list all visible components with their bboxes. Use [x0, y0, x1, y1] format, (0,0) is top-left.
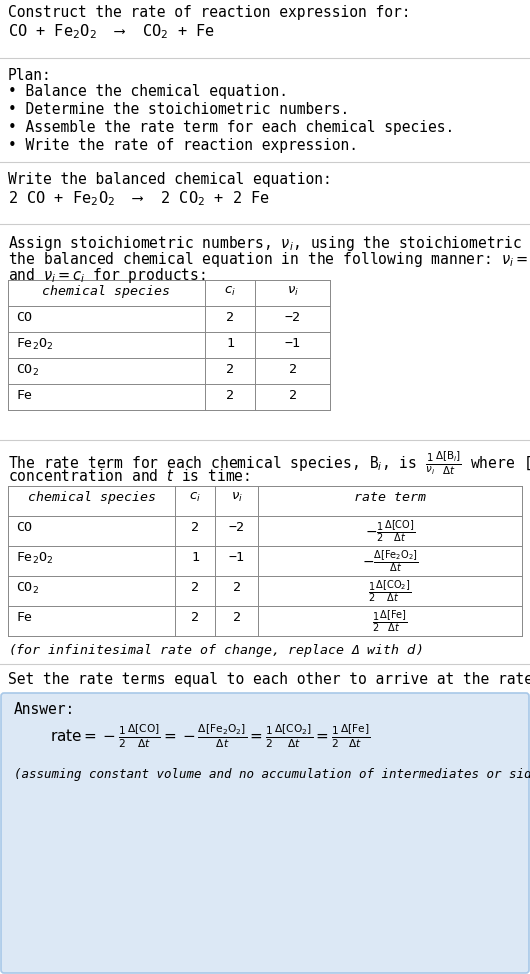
- Text: the balanced chemical equation in the following manner: $\nu_i = -c_i$ for react: the balanced chemical equation in the fo…: [8, 250, 530, 269]
- Text: 2: 2: [226, 311, 234, 324]
- Text: −1: −1: [285, 337, 301, 350]
- Text: The rate term for each chemical species, B$_i$, is $\frac{1}{\nu_i}\frac{\Delta[: The rate term for each chemical species,…: [8, 450, 530, 477]
- Text: Set the rate terms equal to each other to arrive at the rate expression:: Set the rate terms equal to each other t…: [8, 672, 530, 687]
- Text: chemical species: chemical species: [42, 285, 171, 298]
- Text: rate term: rate term: [354, 491, 426, 504]
- Text: chemical species: chemical species: [28, 491, 155, 504]
- Text: Assign stoichiometric numbers, $\nu_i$, using the stoichiometric coefficients, $: Assign stoichiometric numbers, $\nu_i$, …: [8, 234, 530, 253]
- Text: 2: 2: [191, 611, 199, 624]
- Text: • Write the rate of reaction expression.: • Write the rate of reaction expression.: [8, 138, 358, 153]
- Text: 2: 2: [191, 581, 199, 594]
- Text: CO + Fe$_2$O$_2$  ⟶  CO$_2$ + Fe: CO + Fe$_2$O$_2$ ⟶ CO$_2$ + Fe: [8, 22, 215, 41]
- Text: CO$_2$: CO$_2$: [16, 363, 39, 378]
- Text: 2: 2: [191, 521, 199, 534]
- Text: Plan:: Plan:: [8, 68, 52, 83]
- Text: 2: 2: [288, 389, 296, 402]
- Text: 2: 2: [288, 363, 296, 376]
- Text: $\frac{1}{2}\frac{\Delta[\mathrm{CO_2}]}{\Delta t}$: $\frac{1}{2}\frac{\Delta[\mathrm{CO_2}]}…: [368, 579, 412, 604]
- Text: $\mathrm{rate} = -\frac{1}{2}\frac{\Delta[\mathrm{CO}]}{\Delta t} = -\frac{\Delt: $\mathrm{rate} = -\frac{1}{2}\frac{\Delt…: [50, 722, 370, 750]
- Text: CO$_2$: CO$_2$: [16, 581, 39, 596]
- Text: • Assemble the rate term for each chemical species.: • Assemble the rate term for each chemic…: [8, 120, 454, 135]
- Text: Fe: Fe: [16, 389, 32, 402]
- Text: 1: 1: [226, 337, 234, 350]
- Text: −2: −2: [228, 521, 244, 534]
- Text: Fe: Fe: [16, 611, 32, 624]
- Text: $-\frac{1}{2}\frac{\Delta[\mathrm{CO}]}{\Delta t}$: $-\frac{1}{2}\frac{\Delta[\mathrm{CO}]}{…: [365, 518, 415, 543]
- Text: • Determine the stoichiometric numbers.: • Determine the stoichiometric numbers.: [8, 102, 349, 117]
- Text: Fe$_2$O$_2$: Fe$_2$O$_2$: [16, 551, 54, 566]
- Text: (assuming constant volume and no accumulation of intermediates or side products): (assuming constant volume and no accumul…: [14, 768, 530, 781]
- Text: Fe$_2$O$_2$: Fe$_2$O$_2$: [16, 337, 54, 352]
- Text: 2: 2: [233, 581, 241, 594]
- Text: CO: CO: [16, 311, 32, 324]
- Text: $\frac{1}{2}\frac{\Delta[\mathrm{Fe}]}{\Delta t}$: $\frac{1}{2}\frac{\Delta[\mathrm{Fe}]}{\…: [372, 608, 408, 634]
- Text: and $\nu_i = c_i$ for products:: and $\nu_i = c_i$ for products:: [8, 266, 206, 285]
- Text: $c_i$: $c_i$: [224, 285, 236, 298]
- FancyBboxPatch shape: [1, 693, 529, 973]
- Text: $c_i$: $c_i$: [189, 491, 201, 505]
- Text: concentration and $t$ is time:: concentration and $t$ is time:: [8, 468, 250, 484]
- Text: −1: −1: [228, 551, 244, 564]
- Text: 1: 1: [191, 551, 199, 564]
- Text: • Balance the chemical equation.: • Balance the chemical equation.: [8, 84, 288, 99]
- Text: Write the balanced chemical equation:: Write the balanced chemical equation:: [8, 172, 332, 187]
- Text: Answer:: Answer:: [14, 702, 75, 717]
- Text: 2: 2: [226, 363, 234, 376]
- Text: (for infinitesimal rate of change, replace Δ with $d$): (for infinitesimal rate of change, repla…: [8, 642, 422, 659]
- Text: CO: CO: [16, 521, 32, 534]
- Text: $-\frac{\Delta[\mathrm{Fe_2O_2}]}{\Delta t}$: $-\frac{\Delta[\mathrm{Fe_2O_2}]}{\Delta…: [362, 548, 418, 574]
- Text: Construct the rate of reaction expression for:: Construct the rate of reaction expressio…: [8, 5, 411, 20]
- Text: $\nu_i$: $\nu_i$: [287, 285, 298, 298]
- Text: 2: 2: [226, 389, 234, 402]
- Text: −2: −2: [285, 311, 301, 324]
- Text: 2 CO + Fe$_2$O$_2$  ⟶  2 CO$_2$ + 2 Fe: 2 CO + Fe$_2$O$_2$ ⟶ 2 CO$_2$ + 2 Fe: [8, 189, 270, 207]
- Text: $\nu_i$: $\nu_i$: [231, 491, 242, 505]
- Text: 2: 2: [233, 611, 241, 624]
